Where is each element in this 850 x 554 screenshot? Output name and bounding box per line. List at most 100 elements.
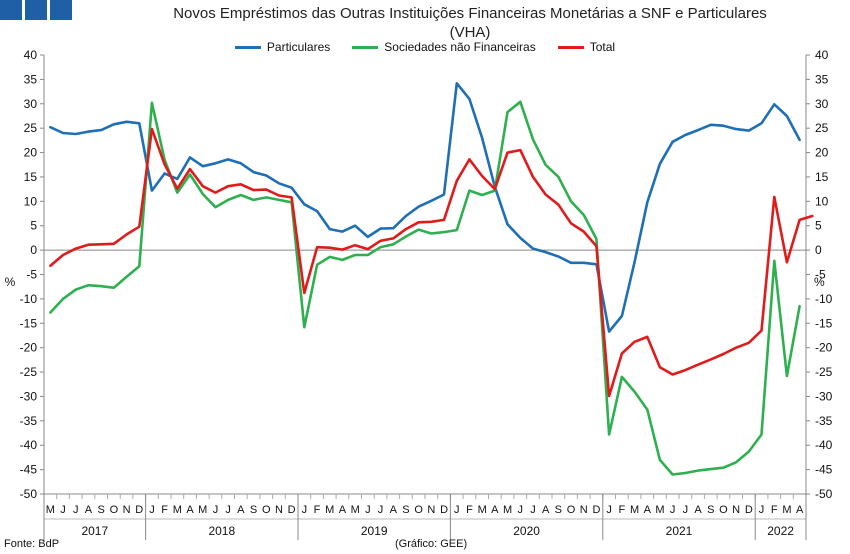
chart-title: Novos Empréstimos das Outras Instituiçõe… bbox=[120, 4, 820, 42]
y-tick-label-left: 5 bbox=[30, 219, 37, 233]
x-month-label: J bbox=[378, 504, 384, 516]
x-month-label: M bbox=[46, 504, 55, 516]
x-month-label: A bbox=[85, 504, 93, 516]
x-month-label: M bbox=[325, 504, 334, 516]
chart-credit: (Gráfico: GEE) bbox=[395, 538, 468, 550]
y-tick-label-right: 10 bbox=[815, 194, 829, 208]
legend-item: Sociedades não Financeiras bbox=[352, 40, 536, 54]
x-month-label: A bbox=[694, 504, 702, 516]
x-month-label: J bbox=[454, 504, 460, 516]
y-tick-label-right: 20 bbox=[815, 146, 829, 160]
legend-item: Particulares bbox=[234, 40, 331, 54]
brand-logo bbox=[0, 0, 72, 20]
x-month-label: M bbox=[655, 504, 664, 516]
x-month-label: F bbox=[466, 504, 473, 516]
legend-label: Total bbox=[589, 40, 616, 54]
x-month-label: A bbox=[644, 504, 652, 516]
logo-square bbox=[25, 0, 47, 20]
y-tick-label-right: -45 bbox=[815, 463, 833, 477]
y-tick-label-right: 40 bbox=[815, 48, 829, 62]
y-tick-label-left: -50 bbox=[20, 487, 38, 501]
x-year-label: 2018 bbox=[208, 524, 235, 538]
y-tick-label-left: 30 bbox=[24, 97, 38, 111]
y-tick-label-left: -20 bbox=[20, 341, 38, 355]
x-month-label: J bbox=[225, 504, 231, 516]
x-month-label: J bbox=[530, 504, 536, 516]
legend-swatch bbox=[234, 45, 261, 49]
series-line bbox=[49, 127, 814, 398]
y-tick-label-right: 0 bbox=[815, 243, 822, 257]
x-month-label: J bbox=[302, 504, 308, 516]
y-tick-label-left: 20 bbox=[24, 146, 38, 160]
x-month-label: N bbox=[275, 504, 283, 516]
y-tick-label-right: 35 bbox=[815, 72, 829, 86]
x-month-label: S bbox=[402, 504, 409, 516]
y-unit-right: % bbox=[814, 275, 825, 289]
x-month-label: J bbox=[60, 504, 66, 516]
x-month-label: J bbox=[213, 504, 219, 516]
x-month-label: D bbox=[745, 504, 753, 516]
x-month-label: O bbox=[567, 504, 576, 516]
y-tick-label-right: -5 bbox=[815, 268, 826, 282]
y-tick-label-left: 25 bbox=[24, 121, 38, 135]
x-month-label: A bbox=[186, 504, 194, 516]
x-month-label: S bbox=[97, 504, 104, 516]
y-tick-label-left: 40 bbox=[24, 48, 38, 62]
x-month-label: F bbox=[618, 504, 625, 516]
x-month-label: O bbox=[414, 504, 423, 516]
x-month-label: M bbox=[198, 504, 207, 516]
legend-label: Sociedades não Financeiras bbox=[384, 40, 536, 54]
y-tick-label-right: 30 bbox=[815, 97, 829, 111]
x-month-label: A bbox=[491, 504, 499, 516]
x-month-label: J bbox=[759, 504, 765, 516]
y-tick-label-right: -10 bbox=[815, 292, 833, 306]
x-year-label: 2021 bbox=[666, 524, 693, 538]
y-tick-label-right: -15 bbox=[815, 316, 833, 330]
x-year-label: 2020 bbox=[513, 524, 540, 538]
x-month-label: J bbox=[149, 504, 155, 516]
logo-square bbox=[50, 0, 72, 20]
x-month-label: A bbox=[390, 504, 398, 516]
x-month-label: N bbox=[732, 504, 740, 516]
x-year-label: 2017 bbox=[81, 524, 108, 538]
x-month-label: F bbox=[161, 504, 168, 516]
series-line bbox=[49, 82, 801, 333]
y-tick-label-left: 15 bbox=[24, 170, 38, 184]
y-tick-label-left: -35 bbox=[20, 414, 38, 428]
y-tick-label-right: 5 bbox=[815, 219, 822, 233]
x-month-label: M bbox=[782, 504, 791, 516]
y-tick-label-left: 10 bbox=[24, 194, 38, 208]
y-tick-label-left: -30 bbox=[20, 389, 38, 403]
x-month-label: M bbox=[630, 504, 639, 516]
source-note: Fonte: BdP bbox=[4, 538, 60, 550]
chart-title-line2: (VHA) bbox=[449, 24, 491, 41]
legend-label: Particulares bbox=[266, 40, 331, 54]
x-month-label: J bbox=[606, 504, 612, 516]
x-month-label: F bbox=[771, 504, 778, 516]
y-tick-label-right: -40 bbox=[815, 438, 833, 452]
y-tick-label-right: -30 bbox=[815, 389, 833, 403]
y-tick-label-left: -5 bbox=[26, 268, 37, 282]
x-month-label: N bbox=[123, 504, 131, 516]
y-tick-label-left: 35 bbox=[24, 72, 38, 86]
legend-swatch bbox=[557, 45, 584, 49]
y-unit-left: % bbox=[5, 275, 16, 289]
x-month-label: A bbox=[339, 504, 347, 516]
x-month-label: J bbox=[670, 504, 676, 516]
x-month-label: O bbox=[262, 504, 271, 516]
x-month-label: M bbox=[503, 504, 512, 516]
x-month-label: S bbox=[250, 504, 257, 516]
legend-item: Total bbox=[557, 40, 616, 54]
x-month-label: J bbox=[683, 504, 689, 516]
x-month-label: M bbox=[351, 504, 360, 516]
legend-swatch bbox=[352, 45, 379, 49]
x-month-label: O bbox=[110, 504, 119, 516]
y-tick-label-left: 0 bbox=[30, 243, 37, 257]
x-month-label: D bbox=[440, 504, 448, 516]
y-tick-label-left: -40 bbox=[20, 438, 38, 452]
y-tick-label-left: -25 bbox=[20, 365, 38, 379]
y-tick-label-right: 25 bbox=[815, 121, 829, 135]
x-month-label: J bbox=[365, 504, 371, 516]
x-month-label: J bbox=[518, 504, 524, 516]
x-month-label: D bbox=[135, 504, 143, 516]
